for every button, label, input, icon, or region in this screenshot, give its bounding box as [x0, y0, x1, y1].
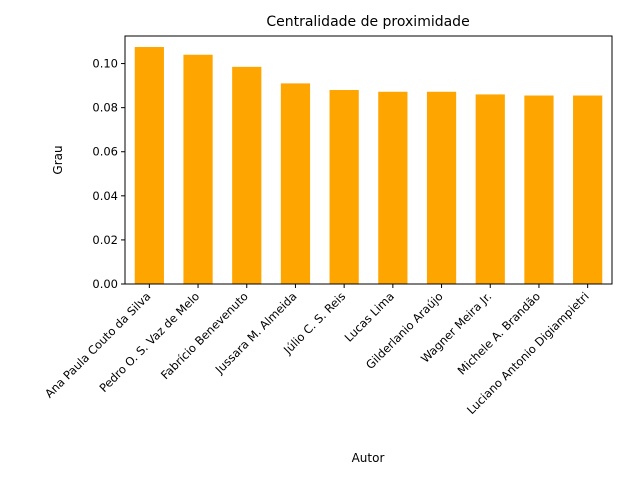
bar-4 [329, 90, 359, 285]
bar-3 [280, 83, 311, 284]
bar-0 [134, 47, 164, 285]
y-tick-label: 0.00 [92, 277, 118, 291]
chart-title: Centralidade de proximidade [266, 14, 469, 30]
y-axis-label: Grau [51, 145, 65, 174]
y-tick-label: 0.06 [92, 145, 118, 159]
bar-5 [378, 91, 408, 284]
x-tick-label: Pedro O. S. Vaz de Melo [96, 289, 202, 395]
y-tick-label: 0.02 [92, 233, 118, 247]
bar-2 [232, 66, 262, 285]
x-tick-label: Fabrício Benevenuto [158, 289, 251, 382]
bars-group [134, 47, 603, 285]
x-tick-label: Michele A. Brandão [455, 289, 543, 377]
y-tick-label: 0.04 [92, 189, 118, 203]
bar-8 [524, 95, 554, 285]
bar-1 [183, 54, 213, 284]
bar-6 [426, 91, 457, 284]
plot-frame [124, 35, 613, 285]
y-tick-label: 0.10 [92, 57, 118, 71]
bar-9 [573, 95, 603, 285]
y-tick-label: 0.08 [92, 101, 118, 115]
bar-7 [475, 94, 505, 284]
x-axis-label: Autor [352, 451, 385, 465]
x-tick-label: Jussara M. Almeida [212, 289, 300, 377]
y-axis: 0.00 0.02 0.04 0.06 0.08 0.10 [92, 57, 125, 291]
